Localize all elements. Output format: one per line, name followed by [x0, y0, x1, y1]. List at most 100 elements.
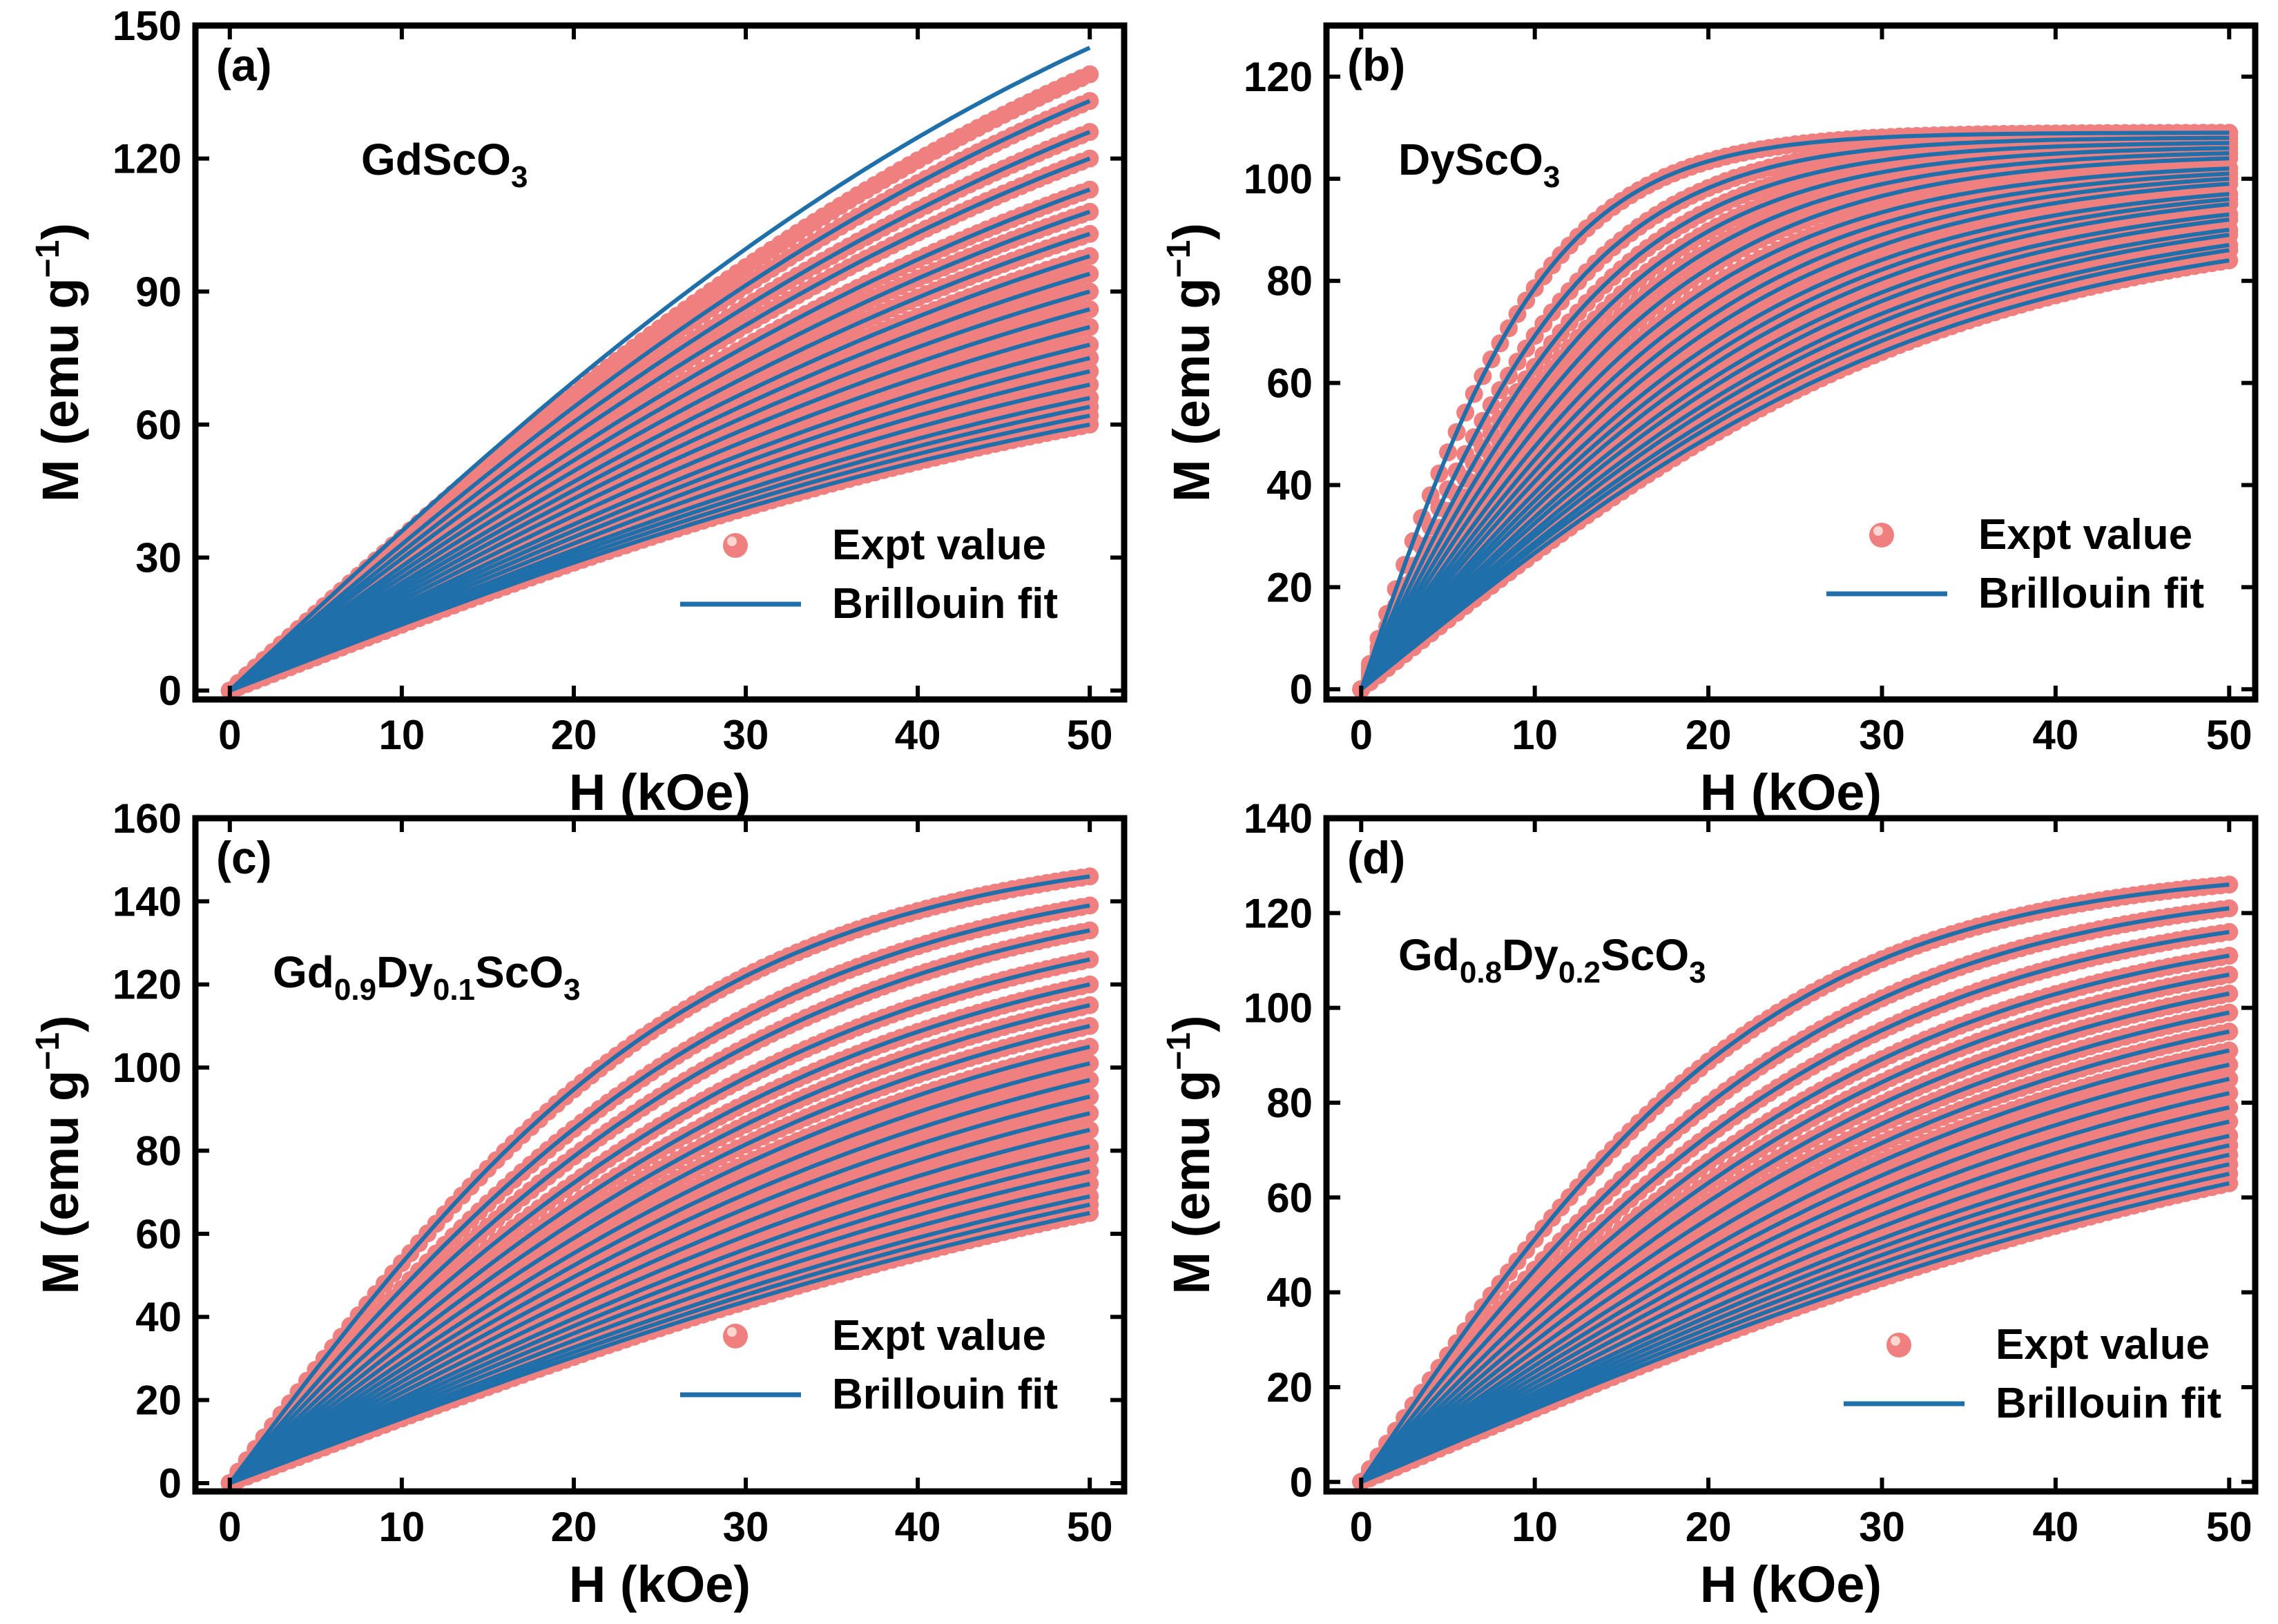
expt-point	[1081, 65, 1099, 84]
x-tick-label: 20	[1686, 712, 1732, 758]
fit-line-20	[1360, 258, 2230, 691]
plot-area	[1352, 124, 2239, 699]
legend-fit-label: Brillouin fit	[1978, 570, 2204, 617]
fit-line-10	[1359, 182, 2230, 691]
y-tick-label: 90	[135, 269, 182, 315]
fit-line-20	[229, 422, 1090, 693]
legend-expt-marker-highlight	[727, 536, 737, 546]
y-axis-label-main: M (emu g	[1163, 278, 1220, 502]
y-tick-label: 150	[113, 3, 182, 49]
panel-a: 0 10 20 30 40 50 0 30 60 90 120 150 H (kOe) M (emu g−…	[30, 3, 1128, 821]
fit-line-19	[1360, 248, 2230, 691]
fit-line-5	[229, 187, 1091, 693]
y-tick-label: 0	[1290, 666, 1313, 713]
fit-line-6	[1359, 156, 2230, 690]
fit-line-7	[229, 231, 1091, 693]
y-tick-label: 0	[159, 668, 182, 714]
plot-frame	[1323, 22, 2259, 703]
fit-line-10	[229, 289, 1091, 693]
plot-frame	[192, 22, 1128, 703]
fit-line-15	[1360, 218, 2230, 691]
panel-b: 0 10 20 30 40 50 0 20 40 60 80 100 120 H (kOe) M (emu …	[1161, 22, 2259, 821]
fit-line-12	[1360, 197, 2230, 691]
x-tick-label: 40	[895, 712, 941, 758]
fit-line-14	[229, 356, 1090, 693]
x-tick-label: 30	[1859, 712, 1905, 758]
y-axis-label: M (emu g−1)	[30, 223, 89, 502]
legend-expt-label: Expt value	[1978, 511, 2192, 559]
compound-formula: GdScO3	[361, 135, 528, 194]
fit-line-15	[229, 369, 1090, 693]
panel-label: (a)	[216, 39, 272, 90]
formula-text: DyScO	[1398, 135, 1543, 184]
x-axis-label: H (kOe)	[1700, 764, 1882, 821]
legend: Expt value Brillouin fit	[680, 521, 1058, 628]
fit-line-17	[1360, 233, 2230, 691]
x-tick-label: 30	[723, 712, 769, 758]
fit-line-5	[1359, 151, 2230, 690]
plot-area	[220, 46, 1099, 699]
y-axis-label: M (emu g−1)	[1161, 223, 1220, 502]
legend-fit-label: Brillouin fit	[832, 580, 1058, 628]
fit-line-6	[229, 209, 1091, 693]
y-axis-label-end: )	[1163, 223, 1220, 240]
fit-line-16	[229, 383, 1090, 693]
x-tick-label: 10	[1512, 712, 1558, 758]
y-axis-label-sup: −1	[30, 240, 66, 278]
y-tick-label: 40	[1266, 462, 1313, 508]
fit-line-8	[1359, 171, 2230, 690]
fit-line-13	[1360, 202, 2230, 691]
fit-line-2	[228, 99, 1091, 693]
formula-subscript: 3	[1543, 160, 1560, 194]
y-tick-label: 30	[135, 535, 182, 581]
legend-expt-label: Expt value	[832, 521, 1046, 569]
fit-line-2	[1359, 135, 2230, 690]
fit-line-3	[228, 130, 1091, 693]
fit-line-11	[229, 307, 1091, 693]
fit-line-9	[229, 271, 1091, 693]
x-tick-label: 50	[2206, 712, 2252, 758]
legend-expt-marker	[723, 533, 748, 558]
y-tick-label: 100	[1244, 156, 1313, 202]
fit-line-9	[1359, 176, 2230, 690]
compound-formula: DyScO3	[1398, 135, 1560, 194]
y-tick-label: 60	[135, 402, 182, 448]
formula-text: GdScO	[361, 135, 511, 184]
y-tick-label: 20	[1266, 564, 1313, 610]
y-axis-label-end: )	[32, 223, 89, 240]
fit-line-1	[1359, 130, 2230, 690]
legend: Expt value Brillouin fit	[1826, 511, 2204, 617]
x-axis-label: H (kOe)	[569, 764, 751, 821]
fit-line-7	[1359, 166, 2230, 690]
fit-line-4	[228, 156, 1091, 693]
fit-line-3	[1359, 141, 2230, 690]
x-tick-label: 10	[379, 712, 425, 758]
y-tick-label: 80	[1266, 258, 1313, 304]
legend-expt-marker	[1869, 523, 1894, 548]
fit-line-14	[1360, 212, 2230, 691]
fit-line-8	[229, 254, 1091, 693]
x-tick-label: 40	[2033, 712, 2079, 758]
plot-area	[220, 867, 1099, 1491]
y-tick-label: 60	[1266, 360, 1313, 407]
y-tick-label: 120	[1244, 54, 1313, 100]
formula-subscript: 3	[511, 160, 528, 194]
x-tick-label: 0	[218, 712, 241, 758]
y-axis-label-main: M (emu g	[32, 278, 89, 502]
fit-line-12	[229, 325, 1090, 693]
fit-line-13	[229, 342, 1090, 693]
fit-line-1	[228, 46, 1091, 693]
fit-line-4	[1359, 146, 2230, 690]
y-axis-label-sup: −1	[1161, 240, 1197, 278]
panel-label: (b)	[1347, 39, 1405, 90]
legend-expt-marker-highlight	[1873, 526, 1883, 536]
fit-line-11	[1360, 192, 2230, 691]
x-tick-label: 20	[551, 712, 597, 758]
x-tick-label: 0	[1350, 712, 1373, 758]
y-tick-label: 120	[113, 136, 182, 182]
x-tick-label: 50	[1067, 712, 1113, 758]
fit-line-16	[1360, 227, 2230, 691]
fit-line-18	[1360, 242, 2230, 691]
